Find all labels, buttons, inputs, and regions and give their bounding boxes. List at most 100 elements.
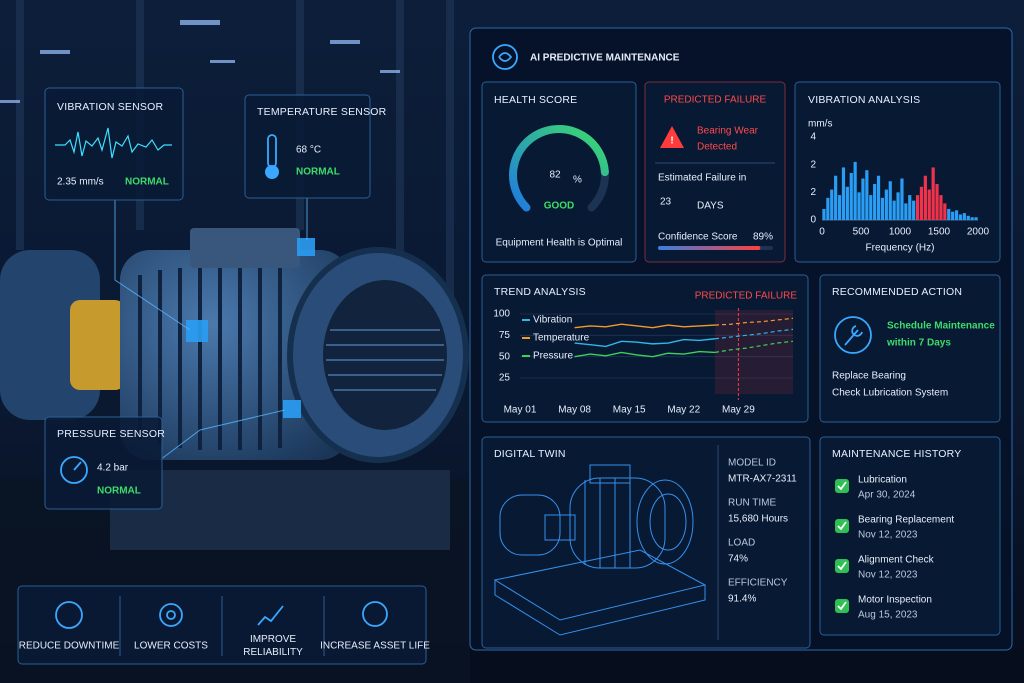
history-task: Motor Inspection xyxy=(858,595,932,606)
days-unit: DAYS xyxy=(697,201,724,212)
check-icon xyxy=(835,559,849,573)
spectrum-bar xyxy=(837,195,842,220)
card-title: RECOMMENDED ACTION xyxy=(832,286,962,298)
spec-label: LOAD xyxy=(728,538,755,549)
confidence-fill xyxy=(658,246,761,250)
spectrum-bar xyxy=(865,170,869,220)
card-title: DIGITAL TWIN xyxy=(494,448,566,460)
health-gauge xyxy=(509,125,609,212)
panel-title: AI PREDICTIVE MAINTENANCE xyxy=(530,53,680,64)
trend-chart: 25 50 75 100 May 01 May 08 May 15 May 22 May 29 V… xyxy=(493,308,794,416)
y-tick-label: 50 xyxy=(499,351,511,362)
card-title: MAINTENANCE HISTORY xyxy=(832,448,961,460)
y-tick-label: 100 xyxy=(493,309,510,320)
y-tick-label: 0 xyxy=(810,215,816,226)
check-icon xyxy=(835,519,849,533)
x-tick-label: 0 xyxy=(819,227,825,238)
benefits-bar: REDUCE DOWNTIME LOWER COSTS IMPROVE RELIABI… xyxy=(17,585,430,665)
spectrum-bar xyxy=(822,208,826,220)
spectrum-bar xyxy=(826,197,830,220)
history-date: Nov 12, 2023 xyxy=(858,530,918,541)
spectrum-bar xyxy=(923,175,927,220)
spectrum-bar xyxy=(915,195,920,220)
spectrum-bar xyxy=(927,189,931,220)
spectrum-bar xyxy=(861,178,865,220)
spectrum-bar xyxy=(974,217,978,220)
spectrum-bar xyxy=(880,197,885,220)
spectrum-bar xyxy=(830,189,834,220)
x-tick-label: 1500 xyxy=(928,227,951,238)
temperature-sensor-card: TEMPERATURE SENSOR 68 °C NORMAL xyxy=(244,94,387,199)
spectrum-bar xyxy=(884,189,888,220)
sensor-status: NORMAL xyxy=(125,177,169,188)
spectrum-bar xyxy=(849,172,853,220)
estimate-label: Estimated Failure in xyxy=(658,173,746,184)
card-title: TREND ANALYSIS xyxy=(494,286,586,298)
x-tick-label: May 29 xyxy=(722,405,755,416)
history-date: Nov 12, 2023 xyxy=(858,570,918,581)
health-status: GOOD xyxy=(544,201,575,212)
health-value: 82 xyxy=(549,170,561,181)
history-list: Lubrication Apr 30, 2024 Bearing Replaceme… xyxy=(835,475,954,621)
spectrum-bar xyxy=(834,175,838,220)
trend-line xyxy=(574,350,716,358)
benefit-label: RELIABILITY xyxy=(243,647,303,658)
spectrum-bar xyxy=(888,181,892,220)
card-title: PRESSURE SENSOR xyxy=(57,428,165,440)
sensor-reading: 2.35 mm/s xyxy=(57,177,104,188)
check-mark xyxy=(837,561,847,571)
spectrum-bar xyxy=(841,167,846,220)
check-mark xyxy=(837,481,847,491)
spectrum-bar xyxy=(869,195,873,220)
spectrum-bar xyxy=(951,211,955,220)
x-tick-label: May 15 xyxy=(613,405,646,416)
spec-value: 74% xyxy=(728,554,748,565)
benefit-label: IMPROVE xyxy=(250,634,296,645)
spectrum-bar xyxy=(966,215,970,220)
spectrum-bar xyxy=(845,186,849,220)
action-text: Schedule Maintenance xyxy=(887,321,995,332)
spec-value: MTR-AX7-2311 xyxy=(728,474,797,485)
sensor-reading: 68 °C xyxy=(296,145,321,156)
vibration-chart: 0 2 2 4 0 500 1000 1500 2000 xyxy=(810,132,989,238)
forecast-line xyxy=(714,317,794,326)
action-step: Replace Bearing xyxy=(832,371,906,382)
spectrum-bar xyxy=(954,210,959,220)
confidence-bar xyxy=(658,246,773,250)
spectrum-bar xyxy=(853,161,857,220)
twin-specs: MODEL ID MTR-AX7-2311 RUN TIME 15,680 Hours… xyxy=(728,458,797,605)
spectrum-bar xyxy=(857,192,861,220)
spectrum-bar xyxy=(947,208,951,220)
spectrum-bar xyxy=(876,175,881,220)
y-tick-label: 2 xyxy=(810,187,816,198)
spectrum-bar xyxy=(912,200,916,220)
history-task: Bearing Replacement xyxy=(858,515,954,526)
card-title: TEMPERATURE SENSOR xyxy=(257,106,387,118)
svg-text:!: ! xyxy=(670,136,673,147)
history-date: Apr 30, 2024 xyxy=(858,490,916,501)
forecast-line xyxy=(714,328,794,340)
spectrum-bar xyxy=(892,200,896,220)
alert-text: Detected xyxy=(697,142,737,153)
y-tick-label: 2 xyxy=(810,159,816,170)
x-tick-label: May 01 xyxy=(504,405,537,416)
legend-label: Temperature xyxy=(533,333,590,344)
benefit-label: INCREASE ASSET LIFE xyxy=(320,641,430,652)
spectrum-bar xyxy=(958,214,963,220)
sensor-reading: 4.2 bar xyxy=(97,463,129,474)
action-step: Check Lubrication System xyxy=(832,388,948,399)
ai-panel: AI PREDICTIVE MAINTENANCE HEALTH SCORE 8… xyxy=(469,27,1013,651)
x-tick-label: 1000 xyxy=(889,227,912,238)
alert-text: Bearing Wear xyxy=(697,126,759,137)
check-icon xyxy=(835,599,849,613)
spectrum-bar xyxy=(896,192,900,220)
spec-label: MODEL ID xyxy=(728,458,776,469)
confidence-label: Confidence Score xyxy=(658,232,738,243)
check-icon xyxy=(835,479,849,493)
sensor-status: NORMAL xyxy=(296,167,340,178)
check-mark xyxy=(837,521,847,531)
spectrum-bar xyxy=(939,195,943,220)
action-text: within 7 Days xyxy=(886,338,951,349)
confidence-value: 89% xyxy=(753,232,773,243)
forecast-line xyxy=(714,340,794,353)
